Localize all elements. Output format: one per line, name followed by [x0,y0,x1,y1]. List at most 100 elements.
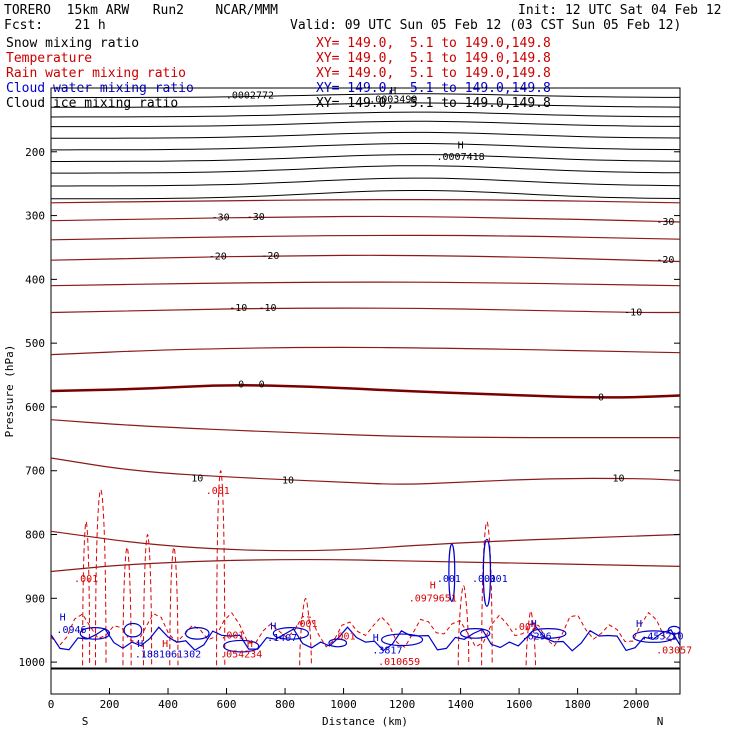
snow-annotation: .0002772 [226,91,274,102]
x-tick-label: 1800 [564,698,591,711]
cloud-water-contour-line [79,627,111,640]
field-snow-xy: XY= 149.0, 5.1 to 149.0,149.8 [316,36,551,51]
snow-contours [51,93,680,200]
cloud-annotation: .001 [472,574,496,585]
snow-contour-line [51,102,680,108]
cloud-water-contours [51,538,680,653]
rain-contour-line [299,597,312,666]
isotherm-label: -20 [209,251,227,262]
isotherm-label: -30 [247,212,265,223]
contour-labels: 10 10 100 00-10 -10 -10-20 -20 -20-30 -30 -30H.00… [56,86,692,668]
y-tick-label: 800 [25,529,45,542]
rain-contour-line [481,521,493,666]
snow-contour-line [51,154,680,162]
x-tick-label: 1400 [447,698,474,711]
isotherm-line [51,530,680,552]
snow-contour-line [51,93,680,99]
cloud-water-contour-line [459,628,491,639]
rain-annotation: .054234 [220,649,262,660]
temperature-contours [51,198,680,573]
isotherm-line [51,281,680,287]
isotherm-label: -30 [656,217,674,228]
y-axis-title: Pressure (hPa) [3,345,16,438]
cloud-annotation: .1881061302 [135,649,201,660]
x-tick-label: 1200 [389,698,416,711]
rain-annotation: .001 [332,632,356,643]
isotherm-label: 0 [259,380,265,391]
valid-time: Valid: 09 UTC Sun 05 Feb 12 (03 CST Sun … [290,18,682,33]
isotherm-label: 0 [598,392,604,403]
x-tick-label: 200 [100,698,120,711]
cloud-annotation: .1407 [267,633,297,644]
cloud-water-contour-line [223,639,260,653]
cloud-annotation: .001 [484,574,508,585]
init-time: Init: 12 UTC Sat 04 Feb 12 [518,3,722,18]
y-tick-label: 1000 [19,656,46,669]
cloud-annotation: H [270,621,276,632]
forecast-hour: Fcst: 21 h [4,18,106,33]
isotherm-line [51,198,680,204]
rain-contour-line [216,470,226,666]
cloud-water-contour-line [632,630,675,643]
cloud-annotation: .0946 [56,625,86,636]
snow-contour-line [51,190,680,200]
rain-annotation: H [162,639,168,650]
cloud-water-contour-line [448,543,456,603]
isotherm-label: 10 [191,473,203,484]
rain-annotation: .001 [293,619,317,630]
rain-contour-line [525,610,536,666]
rain-annotation: .001 [74,574,98,585]
isotherm-label: 0 [238,380,244,391]
cloud-annotation: H [137,639,143,650]
rain-annotation: .001 [220,630,244,641]
isotherm-label: -20 [656,255,674,266]
cloud-water-contour-line [272,627,310,640]
field-rain-name: Rain water mixing ratio [6,66,187,81]
isotherm-line [51,215,680,223]
snow-contour-line [51,120,680,128]
rain-contour-line [169,546,179,666]
cloud-water-contour-line [530,628,567,639]
cloud-water-contour-line [184,627,210,640]
field-rain-xy: XY= 149.0, 5.1 to 149.0,149.8 [316,66,551,81]
rain-contour-line [142,534,153,666]
x-tick-label: 1600 [506,698,533,711]
field-temperature-name: Temperature [6,51,93,66]
cloud-annotation: .001 [437,574,461,585]
rain-contour-line [82,521,91,666]
cloud-annotation: H [60,612,66,623]
x-tick-label: 600 [217,698,237,711]
y-tick-label: 300 [25,210,45,223]
rain-annotation: .03057 [656,646,692,657]
isotherm-line [51,419,680,439]
cloud-annotation: H [531,619,537,630]
isotherm-label: 10 [282,475,294,486]
isotherm-label: -10 [258,303,276,314]
y-tick-label: 500 [25,337,45,350]
isotherm-label: -10 [624,308,642,319]
y-tick-label: 600 [25,401,45,414]
rain-annotation: .001 [513,622,537,633]
snow-annotation: .0007418 [436,152,484,163]
y-tick-label: 700 [25,465,45,478]
rain-contour-line [94,489,107,666]
isotherm-line [51,234,680,241]
x-tick-label: 0 [48,698,55,711]
rain-annotation: H [430,581,436,592]
cloud-water-contour-line [123,622,143,638]
isotherm-line [51,307,680,314]
cloud-water-contour-line [51,626,680,652]
rain-annotation: .0979651 [409,593,457,604]
isotherm-line [51,457,680,485]
snow-contour-line [51,111,680,118]
rain-contour-line [122,546,132,666]
rain-contour-line [457,585,470,666]
snow-contour-line [51,177,680,187]
x-tick-label: 2000 [623,698,650,711]
south-label: S [82,715,89,728]
isotherm-label: -10 [229,303,247,314]
field-snow-name: Snow mixing ratio [6,36,140,51]
snow-contour-line [51,143,680,151]
cloud-water-contour-line [380,633,424,647]
